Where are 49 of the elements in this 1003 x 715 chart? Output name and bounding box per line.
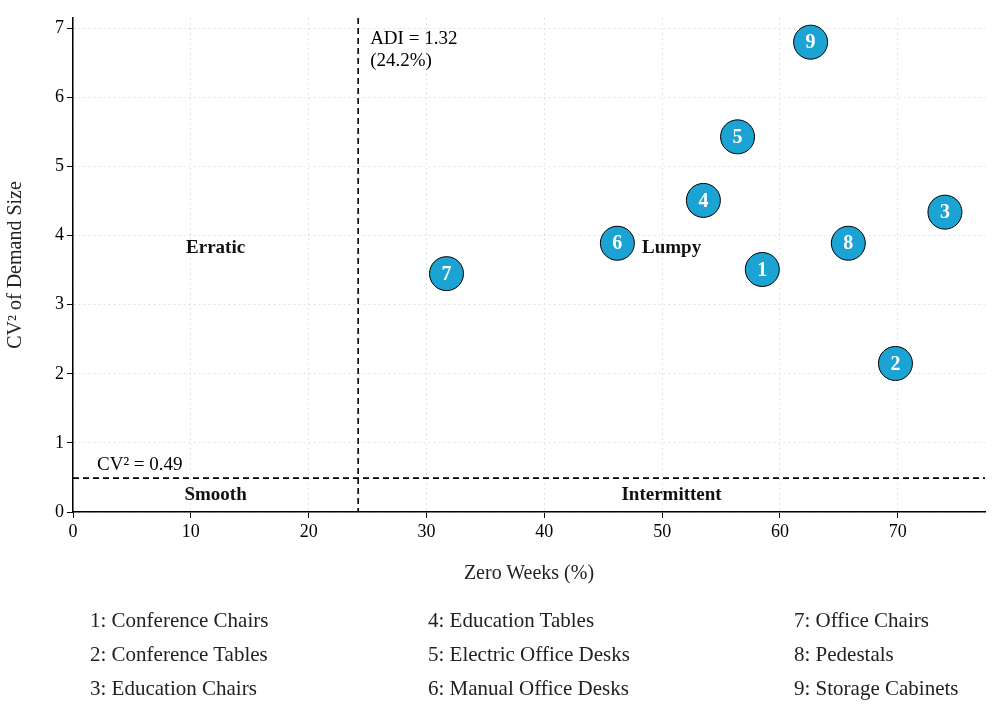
- annotation: Smooth: [184, 482, 248, 504]
- text: 2: Conference Tables: [90, 642, 269, 668]
- y-tick-label: 7: [55, 17, 64, 38]
- text: 8: Pedestals: [794, 642, 895, 668]
- ref-line-label: CV² = 0.49: [97, 452, 183, 474]
- y-tick-label: 0: [55, 500, 64, 521]
- text: 7: Office Chairs: [794, 608, 930, 634]
- text: 3: Education Chairs: [90, 676, 258, 702]
- series-label: 7: [441, 261, 452, 284]
- y-tick-label: 4: [55, 224, 64, 245]
- point: [744, 251, 780, 287]
- x-tick-label: 50: [653, 520, 672, 541]
- series-label: 4: [698, 188, 709, 211]
- annotation: Erratic: [186, 235, 246, 257]
- series-label: 2: [890, 351, 901, 374]
- annotation: Lumpy: [642, 235, 702, 257]
- text: 6: Manual Office Desks: [428, 676, 630, 702]
- y-tick-label: 5: [55, 155, 64, 176]
- text: 5: Electric Office Desks: [428, 642, 631, 668]
- y-tick-label: 1: [55, 431, 64, 452]
- y-tick-label: 3: [55, 293, 64, 314]
- x-tick-label: 10: [181, 520, 200, 541]
- annotation: Intermittent: [621, 482, 723, 504]
- y-tick-label: 6: [55, 86, 64, 107]
- text: 1: Conference Chairs: [90, 608, 270, 634]
- series-label: 5: [732, 125, 743, 148]
- x-tick-label: 30: [417, 520, 436, 541]
- text: 9: Storage Cabinets: [794, 676, 960, 702]
- x-tick-label: 60: [770, 520, 789, 541]
- y-tick-label: 2: [55, 362, 64, 383]
- series-label: 6: [612, 231, 623, 254]
- y-axis-title: CV² of Demand Size: [3, 181, 26, 349]
- series-label: 8: [843, 231, 854, 254]
- point: [429, 256, 465, 292]
- text: 4: Education Tables: [428, 608, 596, 634]
- x-axis-title: Zero Weeks (%): [463, 561, 595, 585]
- series-label: 9: [805, 30, 816, 53]
- point: [793, 24, 829, 60]
- x-tick-label: 40: [535, 520, 554, 541]
- point: [877, 345, 913, 381]
- point: [720, 119, 756, 155]
- ref-line-label: ADI = 1.32 (24.2%): [370, 27, 458, 72]
- x-tick-label: 0: [68, 520, 78, 541]
- x-tick-label: 70: [888, 520, 907, 541]
- point: [599, 225, 635, 261]
- series-label: 1: [757, 257, 768, 280]
- point: [830, 225, 866, 261]
- series-label: 3: [939, 200, 950, 223]
- x-tick-label: 20: [299, 520, 318, 541]
